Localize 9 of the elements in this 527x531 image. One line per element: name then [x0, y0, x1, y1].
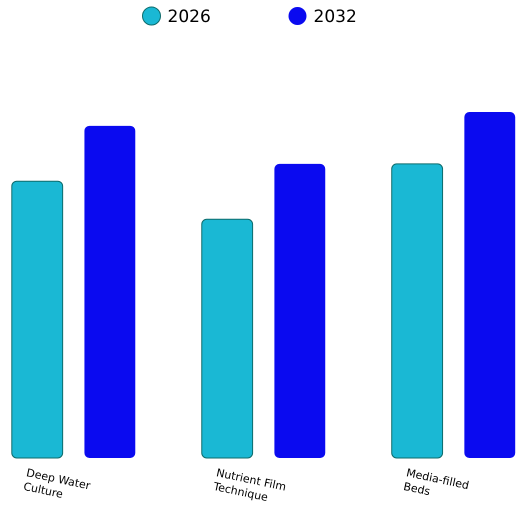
bar	[84, 126, 136, 458]
legend-label: 2032	[314, 7, 357, 27]
x-tick-label: Deep Water Culture	[22, 466, 92, 501]
legend-label: 2026	[168, 7, 211, 27]
bar	[274, 164, 326, 458]
bar	[201, 218, 254, 458]
bar	[11, 180, 64, 458]
bar	[391, 163, 444, 458]
bar	[464, 112, 516, 458]
